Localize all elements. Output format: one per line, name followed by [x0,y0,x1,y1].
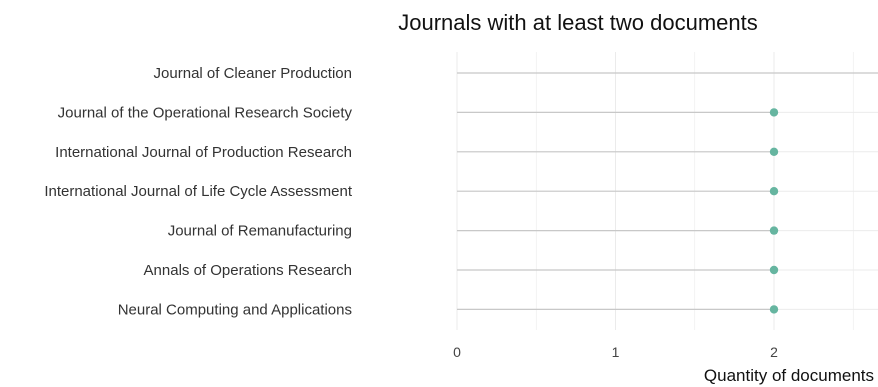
data-point [769,226,779,235]
x-tick-label: 1 [612,344,620,360]
data-points [769,108,779,314]
category-label: Journal of the Operational Research Soci… [58,104,353,121]
category-label: Journal of Remanufacturing [168,223,352,240]
category-labels: Journal of Cleaner Production Journal of … [44,65,352,318]
data-point [769,187,779,196]
category-label: International Journal of Production Rese… [55,144,352,161]
x-tick-label: 0 [453,344,461,360]
x-tick-label: 2 [770,344,778,360]
category-label: International Journal of Life Cycle Asse… [44,183,352,200]
category-label: Neural Computing and Applications [118,301,352,318]
data-point [769,108,779,117]
category-label: Journal of Cleaner Production [154,65,352,82]
x-axis-title: Quantity of documents [704,366,874,385]
data-point [769,265,779,275]
data-point [769,305,779,314]
lollipop-segments [457,72,878,310]
chart-title: Journals with at least two documents [398,10,758,35]
data-point [769,147,779,156]
x-tick-labels: 0 1 2 [453,344,778,360]
category-label: Annals of Operations Research [144,262,352,279]
